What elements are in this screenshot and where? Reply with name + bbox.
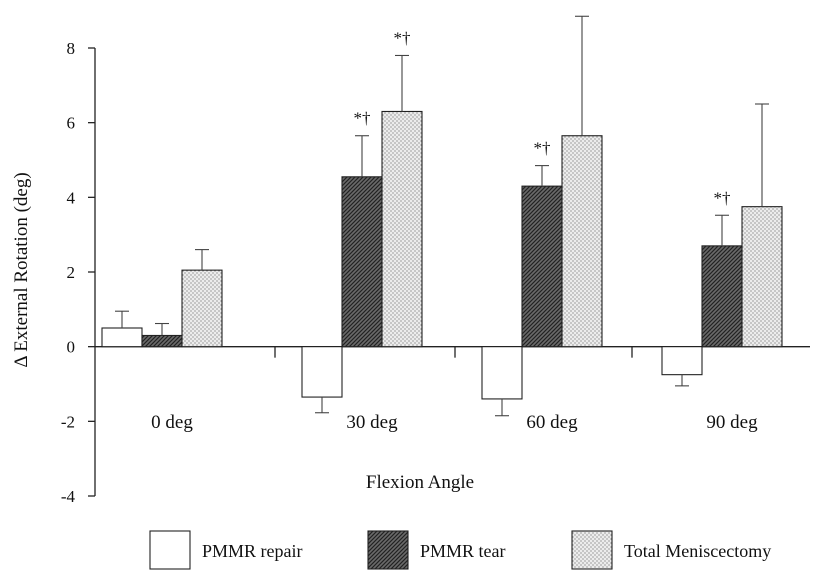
legend-label: Total Meniscectomy	[624, 541, 771, 561]
legend-label: PMMR repair	[202, 541, 303, 561]
x-tick-label: 30 deg	[346, 412, 398, 433]
y-tick-label: 0	[67, 338, 76, 357]
legend-swatch	[367, 530, 409, 570]
bar-pmmr-tear	[521, 185, 563, 348]
axes: -4 -2 0 2 4 6 8 0 deg 30 deg 60 deg 90 deg	[61, 39, 810, 506]
bar-pmmr-tear	[141, 334, 183, 348]
bar-pmmr-repair	[481, 346, 523, 400]
legend-swatch	[149, 530, 191, 570]
bar-total-meniscectomy	[181, 269, 223, 348]
bar-pmmr-repair	[101, 327, 143, 348]
bar-pmmr-repair	[661, 346, 703, 376]
y-tick-label: 4	[67, 188, 76, 207]
bar-total-meniscectomy	[381, 110, 423, 348]
significance-marker: *†	[394, 28, 411, 47]
legend-swatch	[571, 530, 613, 570]
y-tick-label: -4	[61, 487, 76, 506]
bar-pmmr-tear	[701, 245, 743, 348]
y-tick-label: 6	[67, 114, 76, 133]
x-tick-label: 60 deg	[526, 412, 578, 433]
y-tick-label: 8	[67, 39, 76, 58]
x-axis-label: Flexion Angle	[366, 472, 474, 493]
y-tick-label: 2	[67, 263, 76, 282]
y-axis-label: Δ External Rotation (deg)	[11, 172, 32, 367]
x-tick-label: 90 deg	[706, 412, 758, 433]
bar-pmmr-tear	[341, 176, 383, 348]
annotations: *† *† *† *†	[354, 28, 731, 207]
bar-pmmr-repair	[301, 346, 343, 398]
significance-marker: *†	[534, 139, 551, 158]
bar-total-meniscectomy	[561, 135, 603, 348]
legend-label: PMMR tear	[420, 541, 506, 561]
significance-marker: *†	[714, 188, 731, 207]
bars	[101, 15, 783, 417]
legend: PMMR repair PMMR tear Total Meniscectomy	[149, 530, 771, 570]
significance-marker: *†	[354, 109, 371, 128]
y-tick-label: -2	[61, 412, 75, 431]
x-tick-label: 0 deg	[151, 412, 193, 433]
bar-total-meniscectomy	[741, 206, 783, 348]
